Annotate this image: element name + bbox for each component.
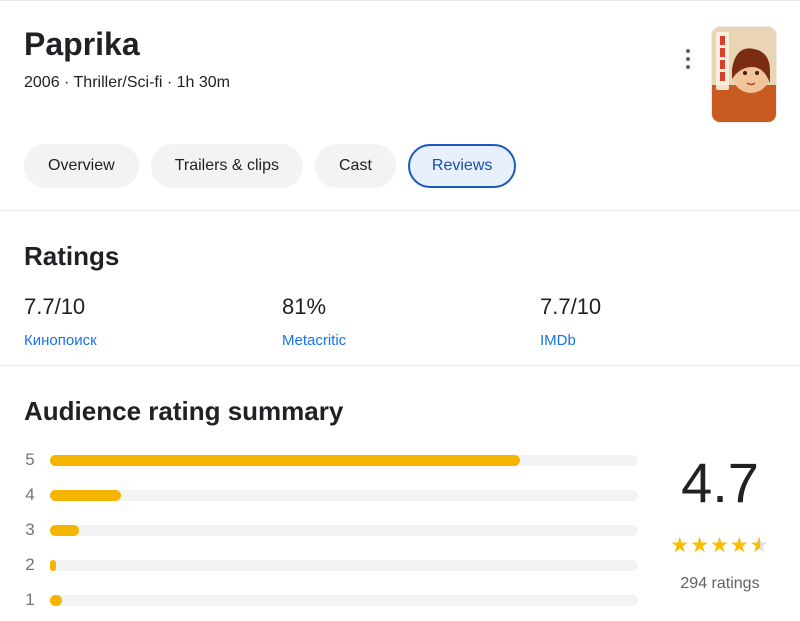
tab-reviews[interactable]: Reviews — [407, 144, 517, 188]
page-title: Paprika — [24, 26, 140, 62]
star-rating-icon: ★★★★★ ★★★★★ — [670, 535, 769, 556]
stars-background: ★★★★★ — [670, 534, 770, 557]
bar-fill — [50, 489, 121, 501]
bar-label: 2 — [25, 555, 35, 574]
ratings-row: 7.7/10 Кинопоиск 81% Metacritic 7.7/10 I… — [24, 294, 776, 349]
bar-label: 1 — [25, 590, 35, 609]
rating-value: 7.7/10 — [24, 294, 86, 319]
bar-fill — [50, 454, 521, 466]
bar-label: 3 — [25, 520, 35, 539]
tab-overview[interactable]: Overview — [24, 144, 139, 188]
stars-fill: ★★★★★ — [670, 535, 759, 556]
movie-poster[interactable] — [712, 27, 776, 122]
rating-item-metacritic: 81% Metacritic — [282, 294, 518, 349]
rating-source-link[interactable]: IMDb — [540, 332, 576, 349]
audience-rating-section: Audience rating summary 5 4 3 2 — [0, 366, 800, 616]
bar-track — [50, 559, 638, 571]
ratings-count: 294 ratings — [680, 575, 760, 592]
divider — [0, 210, 800, 211]
histogram-row-4: 4 — [24, 485, 638, 504]
bar-track — [50, 454, 638, 466]
bar-track — [50, 489, 638, 501]
histogram-row-1: 1 — [24, 590, 638, 609]
bar-track — [50, 524, 638, 536]
tab-trailers-clips[interactable]: Trailers & clips — [150, 144, 303, 188]
histogram-row-5: 5 — [24, 450, 638, 469]
audience-heading: Audience rating summary — [24, 396, 344, 426]
tab-bar: Overview Trailers & clips Cast Reviews — [0, 122, 800, 210]
rating-source-link[interactable]: Кинопоиск — [24, 332, 97, 349]
bar-fill — [50, 594, 62, 606]
audience-body: 5 4 3 2 1 — [24, 450, 776, 609]
divider — [0, 365, 800, 366]
histogram-row-2: 2 — [24, 555, 638, 574]
bar-label: 5 — [25, 450, 35, 469]
bar-label: 4 — [25, 485, 35, 504]
rating-item-kinopoisk: 7.7/10 Кинопоиск — [24, 294, 260, 349]
rating-histogram: 5 4 3 2 1 — [24, 450, 638, 609]
bar-fill — [50, 524, 80, 536]
rating-value: 7.7/10 — [540, 294, 602, 319]
histogram-row-3: 3 — [24, 520, 638, 539]
more-options-button[interactable] — [678, 41, 698, 77]
average-score: 4.7 — [681, 451, 759, 514]
ratings-heading: Ratings — [24, 241, 120, 271]
bar-fill — [50, 559, 56, 571]
header: Paprika 2006 · Thriller/Sci-fi · 1h 30m — [0, 1, 800, 122]
rating-value: 81% — [282, 294, 327, 319]
rating-source-link[interactable]: Metacritic — [282, 332, 347, 349]
kebab-menu-icon — [686, 49, 690, 53]
rating-summary: 4.7 ★★★★★ ★★★★★ 294 ratings — [664, 453, 776, 593]
poster-art-icon — [712, 27, 776, 122]
header-right — [678, 27, 776, 122]
tab-cast[interactable]: Cast — [315, 144, 396, 188]
rating-item-imdb: 7.7/10 IMDb — [540, 294, 776, 349]
bar-track — [50, 594, 638, 606]
movie-meta: 2006 · Thriller/Sci-fi · 1h 30m — [24, 74, 230, 92]
header-text: Paprika 2006 · Thriller/Sci-fi · 1h 30m — [24, 26, 230, 92]
ratings-section: Ratings 7.7/10 Кинопоиск 81% Metacritic … — [0, 211, 800, 365]
